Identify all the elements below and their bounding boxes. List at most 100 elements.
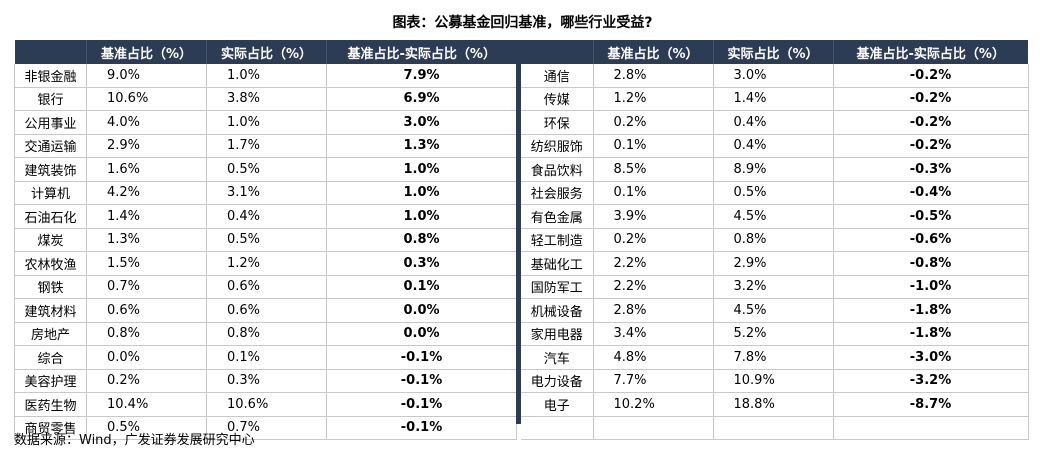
industry-cell: 建筑材料 [14, 298, 87, 323]
actual-cell: 0.3% [206, 369, 327, 393]
table-row: 房地产 0.8% 0.8% 0.0% [14, 322, 517, 346]
industry-cell: 环保 [521, 110, 594, 135]
header-actual: 实际占比（%） [713, 40, 834, 64]
header-diff: 基准占比-实际占比（%） [833, 40, 1028, 64]
table-row: 机械设备 2.8% 4.5% -1.8% [521, 298, 1029, 323]
right-table-header-row: 基准占比（%） 实际占比（%） 基准占比-实际占比（%） [521, 40, 1028, 64]
actual-cell: 0.8% [206, 322, 327, 346]
benchmark-cell: 2.8% [593, 64, 714, 88]
diff-cell: -0.2% [833, 110, 1029, 135]
table-row: 社会服务 0.1% 0.5% -0.4% [521, 181, 1029, 205]
actual-cell: 4.5% [713, 204, 834, 229]
benchmark-cell: 1.2% [593, 87, 714, 111]
benchmark-cell: 3.4% [593, 322, 714, 346]
benchmark-cell: 4.2% [86, 181, 207, 205]
actual-cell: 0.7% [206, 416, 327, 440]
diff-cell: -0.8% [833, 251, 1029, 276]
table-row: 环保 0.2% 0.4% -0.2% [521, 110, 1029, 135]
benchmark-cell: 1.4% [86, 204, 207, 229]
industry-cell: 机械设备 [521, 298, 594, 323]
table-row [521, 416, 1029, 440]
actual-cell: 2.9% [713, 251, 834, 276]
table-row: 食品饮料 8.5% 8.9% -0.3% [521, 157, 1029, 182]
industry-cell: 农林牧渔 [14, 251, 87, 276]
benchmark-cell: 9.0% [86, 64, 207, 88]
benchmark-cell: 0.2% [86, 369, 207, 393]
industry-cell: 电力设备 [521, 369, 594, 393]
diff-cell: 1.3% [326, 134, 517, 158]
benchmark-cell: 2.2% [593, 251, 714, 276]
industry-cell: 社会服务 [521, 181, 594, 205]
table-row: 商贸零售 0.5% 0.7% -0.1% [14, 416, 517, 440]
industry-cell: 有色金属 [521, 204, 594, 229]
diff-cell: 1.0% [326, 157, 517, 182]
industry-cell: 纺织服饰 [521, 134, 594, 158]
actual-cell: 1.2% [206, 251, 327, 276]
table-row: 家用电器 3.4% 5.2% -1.8% [521, 322, 1029, 346]
actual-cell: 1.0% [206, 64, 327, 88]
industry-cell: 家用电器 [521, 322, 594, 346]
actual-cell: 0.4% [713, 134, 834, 158]
table-row: 美容护理 0.2% 0.3% -0.1% [14, 369, 517, 393]
industry-cell: 商贸零售 [14, 416, 87, 440]
table-row: 基础化工 2.2% 2.9% -0.8% [521, 251, 1029, 276]
benchmark-cell: 0.2% [593, 110, 714, 135]
benchmark-cell: 2.2% [593, 275, 714, 299]
table-row: 石油石化 1.4% 0.4% 1.0% [14, 204, 517, 229]
industry-cell: 钢铁 [14, 275, 87, 299]
diff-cell: 0.1% [326, 275, 517, 299]
benchmark-cell: 1.6% [86, 157, 207, 182]
table-row: 纺织服饰 0.1% 0.4% -0.2% [521, 134, 1029, 158]
diff-cell: -1.8% [833, 322, 1029, 346]
table-row: 交通运输 2.9% 1.7% 1.3% [14, 134, 517, 158]
diff-cell: 6.9% [326, 87, 517, 111]
diff-cell: -1.0% [833, 275, 1029, 299]
benchmark-cell: 2.9% [86, 134, 207, 158]
actual-cell: 0.8% [713, 228, 834, 252]
industry-cell: 公用事业 [14, 110, 87, 135]
industry-cell: 传媒 [521, 87, 594, 111]
actual-cell: 10.9% [713, 369, 834, 393]
header-benchmark: 基准占比（%） [593, 40, 714, 64]
industry-cell: 建筑装饰 [14, 157, 87, 182]
diff-cell: 3.0% [326, 110, 517, 135]
table-row: 钢铁 0.7% 0.6% 0.1% [14, 275, 517, 299]
actual-cell: 0.1% [206, 345, 327, 370]
actual-cell: 0.5% [206, 157, 327, 182]
industry-cell: 计算机 [14, 181, 87, 205]
diff-cell: -0.1% [326, 345, 517, 370]
actual-cell: 3.2% [713, 275, 834, 299]
actual-cell: 0.5% [206, 228, 327, 252]
actual-cell: 1.0% [206, 110, 327, 135]
actual-cell: 1.4% [713, 87, 834, 111]
table-row: 计算机 4.2% 3.1% 1.0% [14, 181, 517, 205]
industry-cell: 石油石化 [14, 204, 87, 229]
diff-cell: -3.2% [833, 369, 1029, 393]
actual-cell: 4.5% [713, 298, 834, 323]
industry-cell: 银行 [14, 87, 87, 111]
table-row: 电子 10.2% 18.8% -8.7% [521, 392, 1029, 417]
table-row: 电力设备 7.7% 10.9% -3.2% [521, 369, 1029, 393]
industry-cell: 医药生物 [14, 392, 87, 417]
actual-cell: 3.0% [713, 64, 834, 88]
benchmark-cell: 8.5% [593, 157, 714, 182]
benchmark-cell: 0.6% [86, 298, 207, 323]
industry-cell: 交通运输 [14, 134, 87, 158]
industry-cell: 美容护理 [14, 369, 87, 393]
diff-cell: -3.0% [833, 345, 1029, 370]
actual-cell: 0.5% [713, 181, 834, 205]
left-table: 基准占比（%） 实际占比（%） 基准占比-实际占比（%） 非银金融 9.0% 1.0… [14, 40, 517, 440]
diff-cell: 0.0% [326, 298, 517, 323]
industry-cell: 轻工制造 [521, 228, 594, 252]
diff-cell: -0.4% [833, 181, 1029, 205]
industry-cell: 通信 [521, 64, 594, 88]
diff-cell: -0.6% [833, 228, 1029, 252]
benchmark-cell: 0.1% [593, 181, 714, 205]
diff-cell: 0.8% [326, 228, 517, 252]
table-row: 非银金融 9.0% 1.0% 7.9% [14, 64, 517, 88]
actual-cell: 8.9% [713, 157, 834, 182]
benchmark-cell: 1.5% [86, 251, 207, 276]
industry-cell: 国防军工 [521, 275, 594, 299]
right-table: 基准占比（%） 实际占比（%） 基准占比-实际占比（%） 通信 2.8% 3.0% -… [521, 40, 1029, 440]
table-divider [516, 40, 521, 424]
